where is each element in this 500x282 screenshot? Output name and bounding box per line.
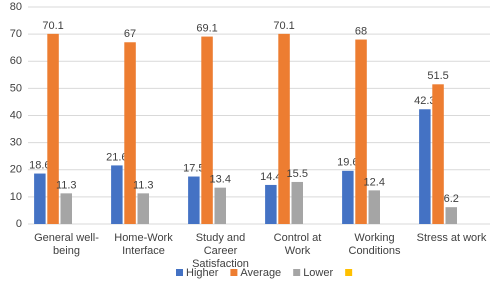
y-tick-label: 80 [10, 1, 22, 13]
y-tick-label: 10 [10, 191, 22, 203]
bar [137, 193, 149, 224]
bar [342, 170, 354, 224]
x-tick-label: Working Conditions [348, 232, 401, 257]
x-tick-label: General well-being [34, 232, 99, 257]
legend-label: Higher [186, 267, 219, 279]
value-label: 14.4 [260, 171, 281, 183]
value-label: 11.3 [133, 179, 154, 191]
value-label: 69.1 [196, 22, 217, 34]
bar [34, 173, 46, 224]
x-tick-label: Study and Career Satisfaction [192, 232, 249, 270]
bar [188, 176, 200, 224]
value-label: 19.6 [337, 157, 358, 169]
y-tick-label: 0 [16, 218, 22, 230]
bar [355, 39, 367, 224]
x-tick-label: Stress at work [416, 232, 487, 244]
legend-marker [230, 269, 238, 276]
y-tick-label: 20 [10, 164, 22, 176]
value-label: 42.3 [414, 95, 435, 107]
value-label: 70.1 [273, 20, 294, 32]
bar [111, 165, 123, 224]
legend-label: Average [240, 267, 281, 279]
value-label: 15.5 [287, 168, 308, 180]
legend-marker [345, 269, 353, 276]
legend-label: Lower [303, 267, 333, 279]
value-label: 18.6 [29, 159, 50, 171]
y-tick-label: 70 [10, 28, 22, 40]
value-label: 21.6 [106, 151, 127, 163]
value-label: 13.4 [210, 174, 231, 186]
bar [419, 109, 431, 224]
legend-marker [176, 269, 183, 276]
y-tick-label: 50 [10, 82, 22, 94]
y-tick-label: 40 [10, 109, 22, 121]
bar [291, 181, 303, 224]
x-tick-label: Home-Work Interface [114, 232, 173, 257]
value-label: 6.2 [444, 193, 459, 205]
value-label: 17.5 [183, 162, 204, 174]
bar [214, 187, 226, 224]
legend-marker [293, 269, 301, 276]
value-label: 68 [355, 25, 367, 37]
value-label: 70.1 [42, 20, 63, 32]
y-tick-label: 60 [10, 55, 22, 67]
bar [445, 207, 457, 224]
x-tick-label: Control at Work [273, 232, 322, 257]
bar [278, 33, 290, 225]
y-tick-label: 30 [10, 137, 22, 149]
value-label: 12.4 [364, 176, 385, 188]
bar [201, 36, 213, 224]
bar [265, 184, 277, 224]
value-label: 11.3 [56, 179, 77, 191]
bar [60, 193, 72, 224]
value-label: 67 [124, 28, 136, 40]
bar [47, 33, 59, 225]
bar [368, 190, 380, 224]
bar [432, 84, 444, 225]
bar [124, 42, 136, 225]
value-label: 51.5 [427, 70, 448, 82]
